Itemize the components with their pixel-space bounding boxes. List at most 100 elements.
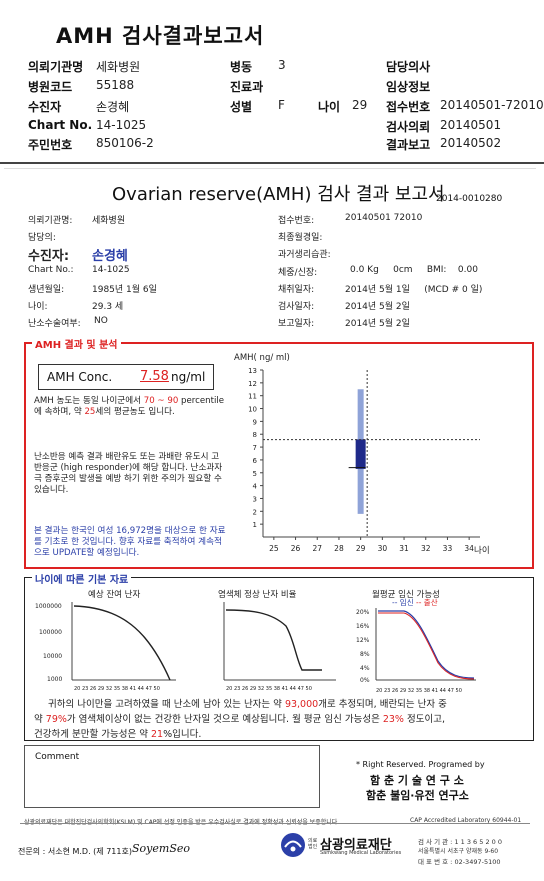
pregnancy-chance-title: 월평균 임신 가능성 <box>372 590 440 600</box>
summary-text: 정도이고, <box>407 714 445 725</box>
y-tick-label: 10 <box>248 406 257 414</box>
header-row: Chart No. 14-1025 검사의뢰 20140501 <box>0 118 544 137</box>
patient-value: 손경혜 <box>96 100 130 114</box>
comment-box: Comment <box>24 745 320 808</box>
normal-chromosome-chart: 20 23 26 29 32 35 38 41 44 47 50 <box>223 602 336 692</box>
header-row: 의뢰기관명 세화병원 병동 3 담당의사 <box>0 58 544 77</box>
y-tick-label: 11 <box>248 393 257 401</box>
x-tick-label: 28 <box>334 544 344 553</box>
sex-label: 성별 <box>230 100 253 114</box>
amh-paragraph-3: 본 결과는 한국인 여성 16,972명을 대상으로 한 자료를 기초로 한 것… <box>34 526 226 558</box>
rights-line-1: * Right Reserved. Programed by <box>356 760 485 769</box>
summary-line-2: 약 79%가 염색체이상이 없는 건강한 난자일 것으로 예상됩니다. 월 평균… <box>34 712 528 727</box>
patient-label: 수진자 <box>28 100 62 114</box>
ward-label: 병동 <box>230 60 253 74</box>
org-name: 삼광의료재단 <box>320 838 392 853</box>
doctor-label: 전문의 : 서소현 M.D. (제 711호) <box>18 847 132 856</box>
clinical-info-label: 임상정보 <box>386 80 431 94</box>
c3-pregnancy-curve <box>378 610 475 679</box>
report-date-value: 20140502 <box>440 136 502 150</box>
ri-history-label: 과거생리습관: <box>278 250 331 260</box>
c2-curve <box>225 609 322 671</box>
c1-ytick: 100000 <box>39 629 62 636</box>
doctor-signature: SoyemSeo <box>132 842 190 855</box>
box-iqr <box>355 439 366 469</box>
x-tick-label: 26 <box>291 544 301 553</box>
legend-birth: -- 출산 <box>416 598 438 607</box>
age-summary: 귀하의 나이만을 고려하였을 때 난소에 남아 있는 난자는 약 93,000개… <box>34 697 528 742</box>
pregnancy-chance-chart: 20% 16% 12% 8% 4% 0% 20 23 26 29 32 35 3… <box>356 608 476 694</box>
x-tick-labels: 25 26 27 28 29 30 31 32 33 34 <box>269 537 474 553</box>
amh-paragraph-1: AMH 농도는 동일 나이군에서 70 ~ 90 percentile에 속하며… <box>34 396 224 418</box>
age-data-box <box>24 577 534 741</box>
report-sheet <box>4 168 536 880</box>
x-tick-label: 31 <box>399 544 409 553</box>
y-tick-label: 8 <box>253 431 257 439</box>
x-tick-label: 32 <box>421 544 431 553</box>
hospital-code-value: 55188 <box>96 78 135 92</box>
c3-birth-curve <box>378 612 475 680</box>
y-tick-label: 2 <box>253 508 257 516</box>
ri-hospital-label: 의뢰기관명: <box>28 216 73 226</box>
x-tick-label: 25 <box>269 544 279 553</box>
comment-label: Comment <box>35 752 80 762</box>
p1-text-a: AMH 농도는 동일 나이군에서 <box>34 396 142 406</box>
header-row: 주민번호 850106-2 결과보고 20140502 <box>0 136 544 155</box>
ri-patient-value: 손경혜 <box>92 249 128 264</box>
ri-chart-value: 14-1025 <box>92 265 130 275</box>
y-tick-label: 5 <box>253 470 257 478</box>
summary-text: 가 염색체이상이 없는 건강한 난자일 것으로 예상됩니다. 월 평균 임신 가… <box>66 714 380 725</box>
ri-patient-label: 수진자: <box>28 249 70 264</box>
y-tick-label: 3 <box>253 495 257 503</box>
ri-age-label: 나이: <box>28 302 48 312</box>
org-logo-icon <box>281 833 305 857</box>
receipt-no-value: 20140501-72010 <box>440 98 544 112</box>
ri-hospital-value: 세화병원 <box>92 216 126 226</box>
p1-age: 25 <box>84 407 96 417</box>
header-row: 병원코드 55188 진료과 임상정보 <box>0 78 544 97</box>
c3-ytick: 16% <box>356 623 370 630</box>
report-date-label: 결과보고 <box>386 138 431 152</box>
chart-ylabel: AMH( ng/ ml) <box>234 353 290 363</box>
y-tick-label: 12 <box>248 380 257 388</box>
p1-text-c: 세의 평균농도 <box>95 407 146 417</box>
ri-body-label: 체중/신장: <box>278 268 318 278</box>
x-tick-label: 29 <box>356 544 366 553</box>
x-tick-label: 27 <box>312 544 322 553</box>
ri-chart-label: Chart No.: <box>28 265 74 275</box>
box-plot <box>263 370 480 537</box>
x-tick-label: 30 <box>378 544 388 553</box>
receipt-no-label: 접수번호 <box>386 100 431 114</box>
summary-text: %입니다. <box>163 729 202 740</box>
y-tick-label: 6 <box>253 457 258 465</box>
c1-curve <box>73 605 171 681</box>
c1-ytick: 1000 <box>47 676 62 683</box>
ri-receipt-value: 20140501 72010 <box>345 213 423 223</box>
c1-ytick: 10000 <box>43 653 62 660</box>
department-label: 진료과 <box>230 80 264 94</box>
box-upper-whisker <box>357 389 364 440</box>
y-tick-label: 4 <box>253 483 258 491</box>
age-label: 나이 <box>318 100 341 114</box>
ri-body-value: 0.0 Kg 0cm BMI: 0.00 <box>350 265 478 275</box>
summary-oocytes: 93,000 <box>284 699 319 710</box>
amh-paragraph-2: 난소반응 예측 결과 배란유도 또는 과배란 유도시 고반응군 (high re… <box>34 452 223 495</box>
y-tick-label: 9 <box>253 418 257 426</box>
ri-test-label: 검사일자: <box>278 302 315 312</box>
request-date-value: 20140501 <box>440 118 502 132</box>
ri-doctor-label: 담당의: <box>28 233 56 243</box>
ri-collect-label: 채취일자: <box>278 285 315 295</box>
request-date-label: 검사의뢰 <box>386 120 431 134</box>
pregnancy-legend: -- 임신 -- 출산 <box>392 597 438 608</box>
amh-conc-unit: ng/ml <box>171 370 206 384</box>
c1-ytick: 1000000 <box>35 603 62 610</box>
resident-no-value: 850106-2 <box>96 136 154 150</box>
org-prefix: 의료법인 <box>308 838 318 850</box>
y-tick-label: 13 <box>248 367 257 375</box>
report-number: 2014-0010280 <box>436 194 503 204</box>
ri-surgery-value: NO <box>94 316 108 326</box>
remaining-oocytes-chart: 1000000 100000 10000 1000 20 23 26 29 32… <box>35 602 176 692</box>
ri-age-value: 29.3 세 <box>92 302 124 312</box>
chart-no-value: 14-1025 <box>96 118 147 132</box>
